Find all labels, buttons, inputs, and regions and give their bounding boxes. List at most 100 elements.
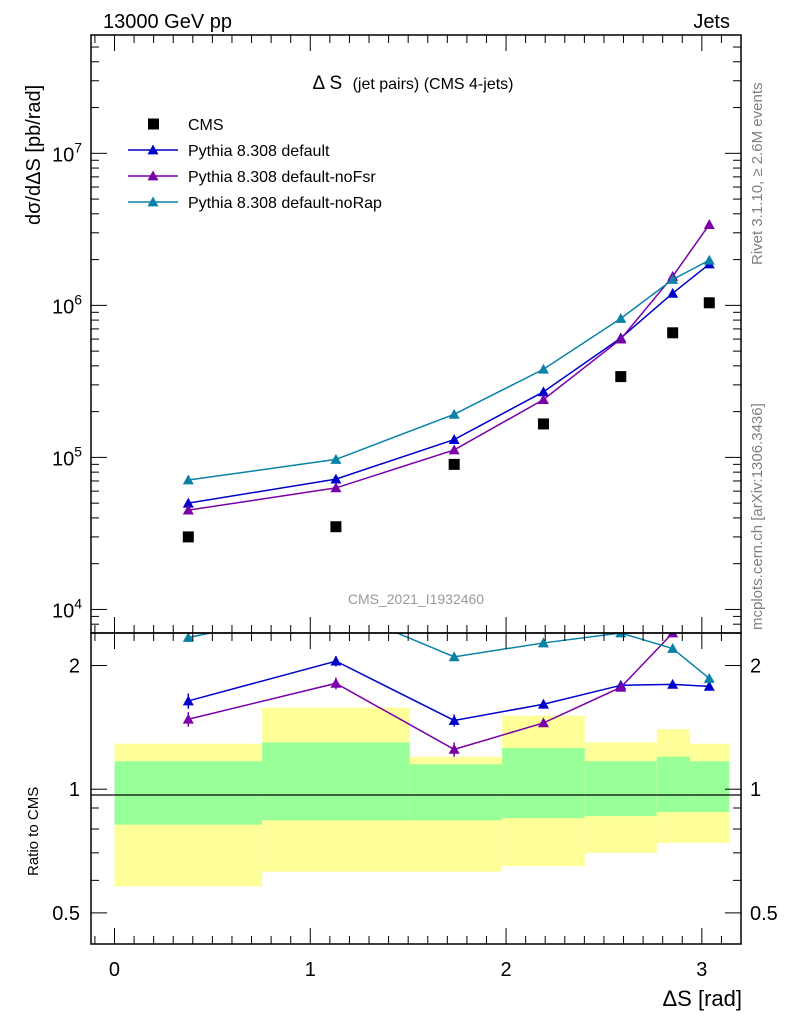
y-tick-base: 10	[52, 600, 74, 622]
y-tick-base: 10	[52, 296, 74, 318]
ratio-point-0-3	[537, 698, 549, 709]
y-tick-label-lower-right-2: 2	[750, 656, 761, 678]
series-2-point-1	[330, 482, 342, 493]
y-tick-label-lower-left-1: 1	[69, 779, 80, 801]
ratio-point-2-3	[537, 637, 549, 648]
y-tick-label-lower-left-0: 0.5	[52, 903, 80, 925]
stat-band-1	[262, 742, 410, 821]
x-tick-labels: 0 1 2 3	[109, 959, 707, 981]
cms-point-0	[182, 531, 194, 543]
ratio-point-2-0	[182, 633, 194, 642]
ratio-point-2-6	[703, 672, 715, 683]
series-3-point-6	[703, 254, 715, 265]
mcplots-label: mcplots.cern.ch [arXiv:1306.3436]	[749, 403, 766, 630]
cms-point-3	[537, 418, 549, 430]
ratio-point-1-3	[537, 717, 549, 728]
ratio-point-1-4	[615, 681, 627, 692]
series-3-point-5	[667, 273, 679, 284]
upper-plot-data	[182, 219, 715, 543]
legend-label-3: Pythia 8.308 default-noRap	[188, 195, 382, 212]
y-tick-exponent: 6	[74, 291, 82, 307]
y-tick-label-upper-0: 104	[52, 595, 82, 622]
ratio-point-2-5	[667, 643, 679, 653]
y-tick-label-upper-1: 105	[52, 443, 82, 470]
cms-point-5	[667, 327, 679, 339]
y-tick-exponent: 7	[74, 139, 82, 155]
header-right: Jets	[693, 11, 730, 33]
ratio-point-1-1	[330, 677, 342, 688]
ratio-point-0-2	[448, 714, 460, 725]
ratio-point-0-5	[667, 678, 679, 689]
series-2-point-6	[703, 219, 715, 229]
lower-panel-frame	[90, 632, 742, 945]
stat-band-3	[502, 747, 585, 819]
x-tick-label-3: 3	[696, 959, 707, 981]
stat-band-4	[584, 761, 657, 817]
x-tick-label-2: 2	[500, 959, 511, 981]
legend-marker-3	[147, 196, 159, 207]
ratio-point-0-1	[330, 655, 342, 666]
series-1-point-1	[330, 473, 342, 484]
stat-band-6	[690, 761, 730, 813]
y-tick-label-lower-right-0: 0.5	[750, 903, 778, 925]
x-axis-label: ΔS [rad]	[662, 986, 742, 1011]
ratio-point-1-2	[448, 743, 460, 754]
series-3-point-0	[182, 474, 194, 485]
cms-point-4	[615, 371, 627, 383]
chart-title-main: Δ S	[313, 73, 343, 94]
y-tick-base: 10	[52, 448, 74, 470]
series-1-point-5	[667, 287, 679, 298]
y-tick-label-upper-3: 107	[52, 139, 82, 166]
ratio-point-2-1	[330, 602, 341, 612]
series-line-3	[188, 259, 710, 481]
series-3-point-4	[615, 312, 627, 323]
cms-point-6	[703, 297, 715, 309]
series-3-point-1	[330, 453, 342, 464]
ratio-point-1-0	[182, 713, 194, 724]
ratio-line-2	[188, 633, 710, 680]
y-tick-exponent: 4	[74, 595, 82, 611]
ratio-point-1-5	[667, 633, 679, 638]
rivet-label: Rivet 3.1.10, ≥ 2.6M events	[749, 83, 766, 266]
y-axis-label-upper: dσ/dΔS [pb/rad]	[23, 85, 45, 225]
uncertainty-bands	[114, 707, 730, 887]
series-1-point-3	[537, 386, 549, 397]
legend: CMS Pythia 8.308 default Pythia 8.308 defa…	[128, 117, 382, 212]
header-left: 13000 GeV pp	[103, 11, 232, 33]
ratio-point-0-6	[703, 680, 715, 691]
legend-marker-0	[148, 118, 159, 130]
legend-label-2: Pythia 8.308 default-noFsr	[188, 169, 376, 186]
series-1-point-2	[448, 434, 460, 444]
legend-label-1: Pythia 8.308 default	[188, 143, 330, 160]
ratio-point-1-6	[704, 576, 715, 586]
y-tick-label-lower-left-2: 2	[69, 656, 80, 678]
y-tick-base: 10	[52, 144, 74, 166]
stat-band-0	[114, 761, 263, 825]
chart-title-sub: (jet pairs) (CMS 4-jets)	[353, 76, 514, 93]
cms-point-2	[448, 458, 460, 470]
series-3-point-3	[537, 363, 549, 374]
ratio-point-2-2	[448, 651, 460, 662]
stat-band-2	[409, 764, 503, 821]
axis-ticks	[91, 34, 742, 944]
y-tick-label-upper-2: 106	[52, 291, 82, 318]
series-2-point-3	[537, 394, 549, 404]
y-axis-label-lower: Ratio to CMS	[25, 787, 42, 876]
stat-band-5	[656, 756, 691, 813]
legend-marker-2	[147, 170, 159, 181]
series-2-point-0	[182, 504, 194, 515]
x-tick-label-1: 1	[305, 959, 316, 981]
lower-plot-data	[182, 576, 715, 757]
series-3-point-2	[448, 408, 460, 419]
y-tick-label-lower-right-1: 1	[750, 779, 761, 801]
series-1-point-0	[182, 497, 194, 508]
y-tick-exponent: 5	[74, 443, 82, 459]
series-2-point-2	[448, 444, 460, 455]
x-tick-label-0: 0	[109, 959, 120, 981]
ratio-point-0-0	[182, 695, 194, 706]
cms-point-1	[330, 521, 342, 533]
analysis-watermark: CMS_2021_I1932460	[348, 591, 484, 607]
series-2-point-4	[615, 333, 627, 344]
